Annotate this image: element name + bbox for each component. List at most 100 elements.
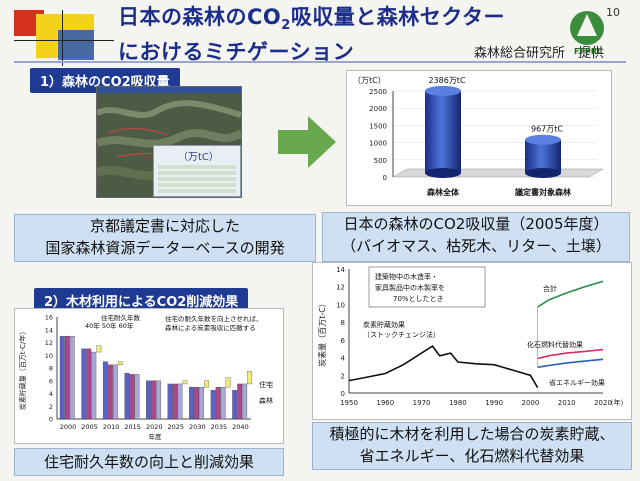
bar-40年-2015 [124,372,130,420]
bar-40年-2005 [81,348,87,420]
bar-50年-2040 [237,383,243,420]
housing-durability-panel: 炭素貯蔵量（百万t-C/年） 0 2 4 6 8 10 12 14 16 2000 2005 2010 2… [14,308,284,444]
y-tick-label: 0 [49,416,53,424]
bar-base [425,168,461,178]
x-tick-label: 2000 [522,399,540,407]
bar-60年-2020 [156,380,161,420]
bar-議定書対象森林 [525,139,561,173]
co2-absorption-bar-chart: （万tC） 0 500 1000 1500 2000 2500 2386万tC 森林全体 967万… [353,76,604,197]
x-tick-label: 2000 [60,423,77,431]
annotation: 建築物中の木造率・ [375,272,438,281]
x-tick-label: 2010 [558,399,576,407]
bar-60年-2000 [69,335,75,420]
annotation: 住宅の耐久年数を向上させれば、 [165,314,263,323]
y-tick-label: 1500 [369,122,387,130]
caption-housing: 住宅耐久年数の向上と削減効果 [14,448,284,476]
x-tick-label: 2010 [103,423,120,431]
y-tick-label: 6 [49,377,53,385]
bar-base [525,168,561,178]
data-label: 2386万tC [428,76,465,85]
annotation: 家具製品中の木製率を [375,283,445,292]
bar-60年-2010 [112,364,118,420]
bar-50年-2020 [151,380,156,420]
bar-top [425,85,461,96]
bar-40年-2030 [189,386,194,420]
caption-database-line1: 京都議定書に対応した [89,217,240,235]
x-tick-label: 2005 [81,423,98,431]
bar-住宅-2040 [247,371,253,385]
x-tick-label: 1990 [485,399,503,407]
series-label: 省エネルギー効果 [549,378,605,387]
x-tick-label: 2040 [232,423,249,431]
y-tick-label: 4 [341,355,346,363]
caption-absorption: 日本の森林のCO2吸収量（2005年度） （バイオマス、枯死木、リター、土壌） [322,212,630,262]
y-axis-title: 炭素貯蔵量（百万t-C/年） [18,328,27,411]
bar-50年-2025 [172,383,178,420]
y-tick-label: 16 [45,314,53,322]
y-tick-label: 4 [49,390,53,398]
x-tick-label: 2020 [146,423,163,431]
y-tick-label: 10 [45,352,53,360]
y-unit-label: （万tC） [353,76,386,85]
series-line-3 [537,358,604,369]
caption-effects-line1: 積極的に木材を利用した場合の炭素貯蔵、 [329,425,615,443]
annotation: 住宅耐久年数 [101,313,141,322]
x-tick-label: 2020 [594,399,612,407]
bar-住宅-2025 [182,380,188,385]
carbon-effects-panel: 炭素量（百万t-C） 0 2 4 6 8 10 12 14 1950 1960 1970 1980 199… [312,262,632,420]
y-tick-label: 6 [341,337,346,345]
chart-floor [392,168,604,178]
bar-40年-2040 [232,390,238,420]
caption-effects-line2: 省エネルギー、化石燃料代替効果 [359,447,585,465]
bar-50年-2030 [194,386,199,420]
y-tick-label: 8 [49,365,53,373]
y-tick-label: 14 [336,266,345,274]
deco-line [62,10,63,66]
y-tick-label: 12 [336,284,345,292]
series-line-0 [348,345,539,389]
data-table-popup: （万tC） [153,145,241,197]
bar-森林全体 [425,90,461,173]
bar-住宅-2030 [204,380,209,388]
provider-label: 森林総合研究所 提供 [474,46,605,61]
series-label: 炭素貯蔵効果 [363,320,405,329]
y-tick-label: 2000 [369,105,387,113]
bar-60年-2040 [242,383,248,420]
bar-40年-2010 [102,361,108,420]
x-tick-label: 2035 [211,423,228,431]
x-tick-label: 1960 [376,399,394,407]
y-tick-label: 2 [49,403,53,411]
carbon-effects-line-chart: 炭素量（百万t-C） 0 2 4 6 8 10 12 14 1950 1960 1970 1980 199… [317,266,628,407]
bar-50年-2005 [86,348,92,420]
app-titlebar [97,87,241,93]
y-tick-label: 1000 [369,140,387,148]
bar-50年-2010 [107,364,113,420]
annotation: 40年 50年 60年 [85,321,134,330]
title-underline [14,61,626,63]
caption-absorption-line2: （バイオマス、枯死木、リター、土壌） [341,237,611,255]
x-tick-label: 1980 [449,399,467,407]
page-title: 日本の森林のCO2吸収量と森林セクター におけるミチゲーション [118,5,505,65]
y-tick-label: 2500 [369,88,387,96]
slide-number: 10 [606,6,620,19]
deco-blue-block [58,30,94,60]
legend-item: 森林 [259,396,273,405]
y-tick-label: 8 [341,319,345,327]
x-tick-label: 2025 [168,423,185,431]
bar-50年-2015 [129,374,135,420]
unit-label: （万tC） [178,152,219,163]
y-tick-label: 2 [341,372,345,380]
y-tick-label: 500 [374,157,387,165]
y-tick-label: 14 [45,326,53,334]
bar-60年-2030 [199,386,204,420]
bar-60年-2015 [134,374,140,420]
bar-40年-2035 [210,390,216,420]
caption-absorption-line1: 日本の森林のCO2吸収量（2005年度） [343,215,609,233]
x-axis-title: （年） [607,398,628,407]
y-tick-label: 12 [45,339,53,347]
chart-2005-panel: （万tC） 0 500 1000 1500 2000 2500 2386万tC 森林全体 967万… [346,70,612,206]
database-screenshot: （万tC） [96,86,242,198]
deco-line-h [14,40,114,41]
bar-60年-2025 [177,383,183,420]
x-category-label: 議定書対象森林 [515,187,571,197]
